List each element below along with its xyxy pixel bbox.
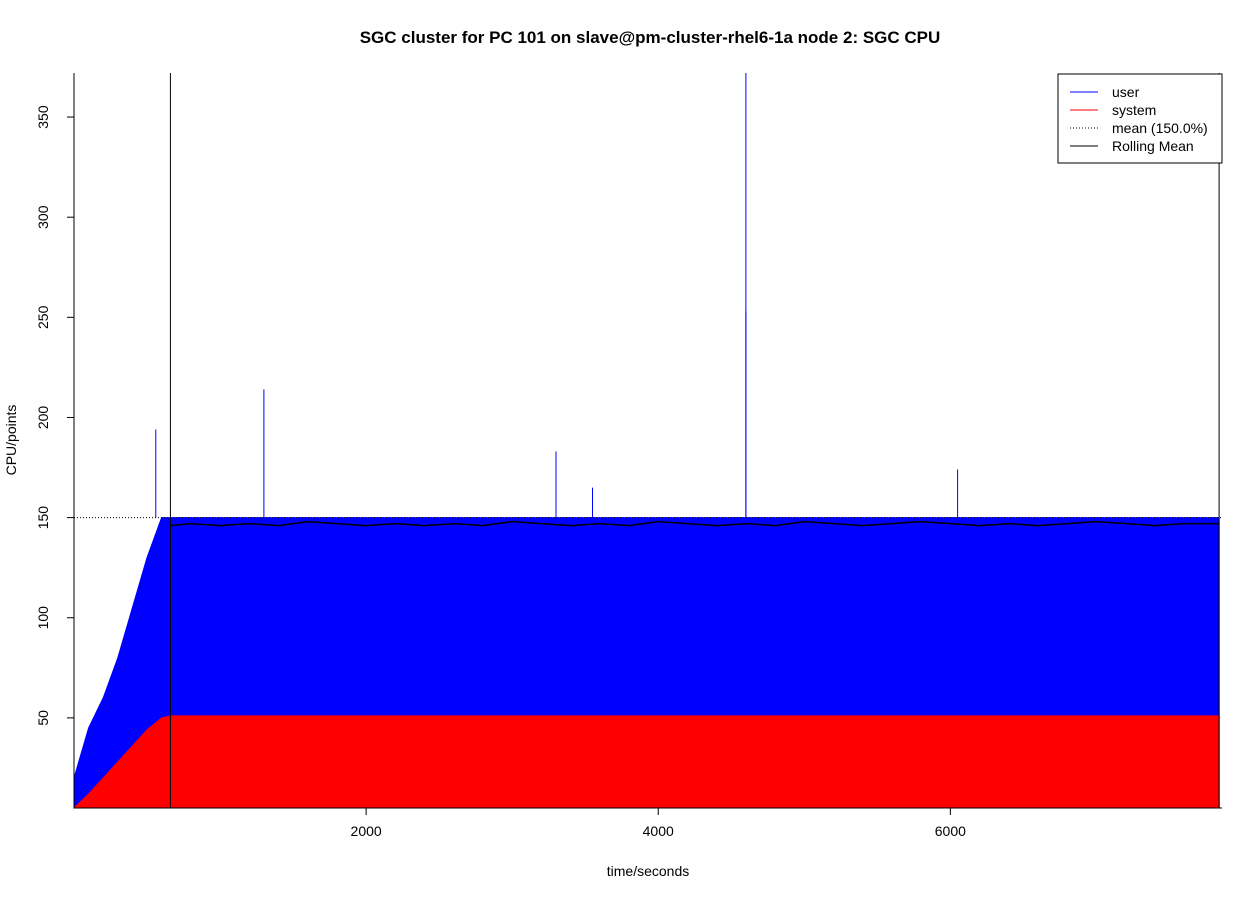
x-axis-ticks: 2000 4000 6000 — [351, 808, 966, 839]
plot-area — [72, 73, 1222, 809]
y-tick-label: 150 — [35, 506, 51, 530]
series-rolling-mean-line — [170, 520, 1220, 527]
legend-box — [1057, 73, 1223, 164]
x-tick-label: 2000 — [351, 823, 382, 839]
y-tick-label: 350 — [35, 105, 51, 129]
legend: user system mean (150.0%) Rolling Mean — [1057, 73, 1223, 164]
y-axis-ticks: 50 100 150 200 250 300 350 — [35, 105, 74, 726]
series-system-area — [72, 715, 1220, 809]
chart-title: SGC cluster for PC 101 on slave@pm-clust… — [360, 28, 941, 47]
x-tick-label: 6000 — [935, 823, 966, 839]
y-tick-label: 50 — [35, 710, 51, 726]
y-tick-label: 250 — [35, 305, 51, 329]
x-axis-label: time/seconds — [607, 863, 689, 879]
legend-label-user: user — [1112, 84, 1140, 100]
x-tick-label: 4000 — [643, 823, 674, 839]
legend-label-rolling-mean: Rolling Mean — [1112, 138, 1194, 154]
y-tick-label: 100 — [35, 606, 51, 630]
legend-label-mean: mean (150.0%) — [1112, 120, 1208, 136]
y-tick-label: 300 — [35, 205, 51, 229]
legend-label-system: system — [1112, 102, 1156, 118]
y-tick-label: 200 — [35, 406, 51, 430]
y-axis-label: CPU/points — [3, 405, 19, 476]
